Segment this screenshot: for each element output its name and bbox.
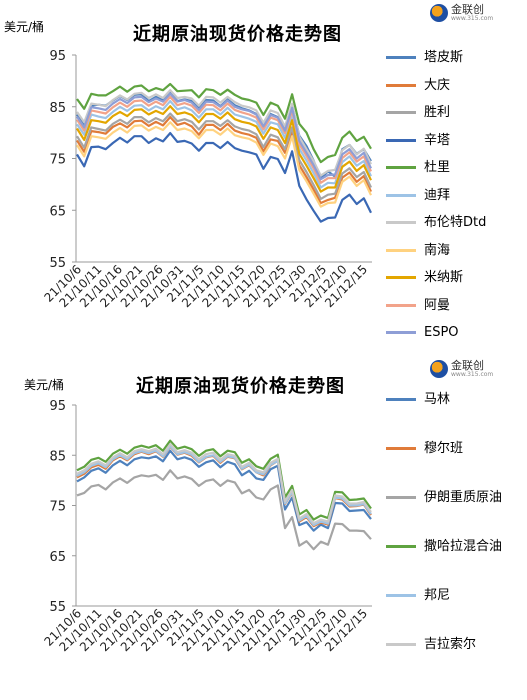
series-line-撒哈拉混合油 xyxy=(76,439,372,521)
legend-label: 马林 xyxy=(424,392,451,407)
legend-label: 吉拉索尔 xyxy=(424,637,477,652)
line-chart: 556575859521/10/621/10/1121/10/1621/10/2… xyxy=(42,399,372,654)
legend-label: 大庆 xyxy=(424,77,451,93)
y-tick-label: 95 xyxy=(49,49,66,64)
logo-text: 金联创 xyxy=(451,3,484,16)
logo-icon xyxy=(430,360,448,378)
y-tick-label: 75 xyxy=(49,153,66,168)
legend-item: 胜利 xyxy=(386,103,526,122)
y-tick-label: 75 xyxy=(49,500,66,515)
legend-swatch xyxy=(386,331,416,334)
legend-label: 伊朗重质原油 xyxy=(424,490,503,505)
y-tick-label: 95 xyxy=(49,399,66,414)
legend-label: 布伦特Dtd xyxy=(424,215,487,230)
legend-item: 米纳斯 xyxy=(386,268,526,287)
legend-swatch xyxy=(386,56,416,59)
legend-swatch xyxy=(386,496,416,499)
legend: 马林穆尔班伊朗重质原油 撒哈拉混合油 邦尼吉拉索尔 xyxy=(386,390,526,690)
logo-text: 金联创 xyxy=(451,359,484,372)
series-line-胜利 xyxy=(76,112,372,200)
y-tick-label: 65 xyxy=(49,204,66,219)
y-tick-label: 85 xyxy=(49,449,66,464)
legend-item: 马林 xyxy=(386,390,526,409)
legend-label: 杜里 xyxy=(424,160,451,175)
legend-swatch xyxy=(386,643,416,646)
series-line-马林 xyxy=(76,449,372,532)
legend-label: 米纳斯 xyxy=(424,270,464,285)
legend-swatch xyxy=(386,111,416,114)
series-line-阿曼 xyxy=(76,95,372,184)
legend-item: 阿曼 xyxy=(386,296,526,315)
y-tick-label: 55 xyxy=(49,600,66,615)
legend-item: 杜里 xyxy=(386,158,526,177)
legend-item: 南海 xyxy=(386,241,526,260)
legend-item: 邦尼 xyxy=(386,586,526,605)
legend-label: 穆尔班 xyxy=(424,441,464,456)
chart-title: 近期原油现货价格走势图 xyxy=(136,376,345,397)
legend-swatch xyxy=(386,221,416,224)
series-line-南海 xyxy=(76,121,372,208)
legend-item: 塔皮斯 xyxy=(386,48,526,67)
legend-item: 辛塔 xyxy=(386,131,526,150)
legend-swatch xyxy=(386,193,416,197)
series-line-迪拜 xyxy=(76,99,372,189)
y-tick-label: 65 xyxy=(49,550,66,565)
logo: 金联创 www.315.com xyxy=(430,4,493,22)
legend-label: 迪拜 xyxy=(424,187,451,203)
legend-item: 穆尔班 xyxy=(386,439,526,458)
y-unit-label: 美元/桶 xyxy=(24,378,65,392)
legend-swatch xyxy=(386,594,416,597)
series-line-邦尼 xyxy=(76,445,372,527)
legend-swatch xyxy=(386,276,416,279)
chart-panel-bottom: 美元/桶 近期原油现货价格走势图 金联创 www.315.com 55 65 75 8… xyxy=(0,348,527,700)
legend-label: 撒哈拉混合油 xyxy=(424,539,503,554)
legend-item: 迪拜 xyxy=(386,186,526,205)
legend-swatch xyxy=(386,447,416,450)
legend-label: 胜利 xyxy=(424,105,451,120)
chart-title: 近期原油现货价格走势图 xyxy=(133,24,342,45)
legend-item: ESPO xyxy=(386,323,526,342)
legend-swatch xyxy=(386,83,416,87)
y-tick-label: 85 xyxy=(49,101,66,116)
legend-item: 吉拉索尔 xyxy=(386,635,526,654)
logo-icon xyxy=(430,4,448,22)
series-line-米纳斯 xyxy=(76,105,372,193)
chart-panel-top: 美元/桶 近期原油现货价格走势图 金联创 www.315.com 55 65 75 8… xyxy=(0,0,527,348)
legend-swatch xyxy=(386,166,416,169)
legend-label: 南海 xyxy=(424,242,451,258)
series-line-杜里 xyxy=(76,82,372,164)
y-unit-label: 美元/桶 xyxy=(4,20,45,34)
legend-swatch xyxy=(386,248,416,252)
legend-item: 撒哈拉混合油 xyxy=(386,537,526,556)
series-line-伊朗重质原油 xyxy=(76,469,372,551)
series-line-辛塔 xyxy=(76,132,372,223)
legend-label: 邦尼 xyxy=(424,588,451,603)
legend-swatch xyxy=(386,138,416,142)
legend-label: 塔皮斯 xyxy=(424,50,464,65)
legend-label: 辛塔 xyxy=(424,132,451,148)
legend-item: 布伦特Dtd xyxy=(386,213,526,232)
legend-label: ESPO xyxy=(424,325,459,340)
series-line-ESPO xyxy=(76,92,372,181)
logo-subtext: www.315.com xyxy=(451,371,494,378)
legend: 塔皮斯大庆胜利辛塔杜里迪拜布伦特Dtd 南海米纳斯阿曼 ESPO xyxy=(386,48,526,340)
legend-label: 阿曼 xyxy=(424,297,451,313)
series-line-塔皮斯 xyxy=(76,91,372,180)
line-chart: 556575859521/10/621/10/1121/10/1621/10/2… xyxy=(42,49,372,310)
series-line-大庆 xyxy=(76,115,372,205)
logo: 金联创 www.315.com xyxy=(430,360,493,378)
legend-swatch xyxy=(386,545,416,548)
logo-subtext: www.315.com xyxy=(451,15,494,22)
legend-item: 伊朗重质原油 xyxy=(386,488,526,507)
y-tick-label: 55 xyxy=(49,256,66,271)
legend-swatch xyxy=(386,398,416,401)
legend-swatch xyxy=(386,303,416,307)
series-line-布伦特Dtd xyxy=(76,89,372,177)
series-line-吉拉索尔 xyxy=(76,443,372,525)
legend-item: 大庆 xyxy=(386,76,526,95)
